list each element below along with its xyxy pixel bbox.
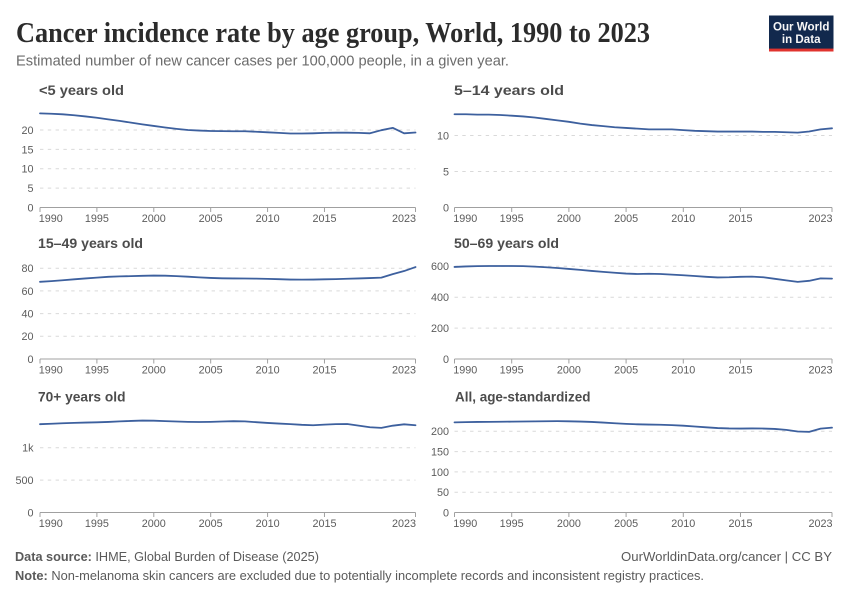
svg-text:2010: 2010 [671,213,695,225]
svg-text:1990: 1990 [39,213,63,225]
svg-text:0: 0 [27,354,33,366]
svg-text:2023: 2023 [808,213,832,225]
svg-text:15: 15 [21,144,33,156]
svg-text:600: 600 [431,261,449,273]
svg-text:2010: 2010 [256,518,280,530]
svg-text:Note: Non-melanoma skin cancer: Note: Non-melanoma skin cancers are excl… [15,569,704,583]
svg-text:2000: 2000 [557,364,581,376]
svg-text:5: 5 [443,166,449,178]
svg-text:1990: 1990 [453,364,477,376]
svg-text:2005: 2005 [614,364,638,376]
svg-text:0: 0 [27,202,33,214]
svg-text:2015: 2015 [728,364,752,376]
svg-text:15–49 years old: 15–49 years old [38,235,143,251]
svg-text:2010: 2010 [671,518,695,530]
svg-text:1990: 1990 [453,213,477,225]
svg-text:2015: 2015 [312,213,336,225]
svg-text:<5 years old: <5 years old [39,82,124,98]
svg-text:2010: 2010 [256,364,280,376]
svg-text:2000: 2000 [557,518,581,530]
svg-text:Estimated number of new cancer: Estimated number of new cancer cases per… [16,53,509,70]
svg-text:1k: 1k [22,443,34,455]
svg-text:2005: 2005 [199,518,223,530]
svg-text:1995: 1995 [85,364,109,376]
svg-text:0: 0 [443,202,449,214]
svg-text:1995: 1995 [85,518,109,530]
svg-text:2005: 2005 [614,518,638,530]
svg-text:2015: 2015 [728,518,752,530]
svg-text:10: 10 [437,130,449,142]
svg-text:1990: 1990 [39,364,63,376]
svg-text:2005: 2005 [614,213,638,225]
svg-text:50: 50 [437,487,449,499]
svg-text:2000: 2000 [142,364,166,376]
svg-text:All, age-standardized: All, age-standardized [455,388,591,404]
svg-text:20: 20 [21,331,33,343]
svg-text:50–69 years old: 50–69 years old [454,235,559,251]
svg-text:0: 0 [443,354,449,366]
svg-text:0: 0 [443,507,449,519]
svg-text:200: 200 [431,323,449,335]
svg-text:1990: 1990 [39,518,63,530]
svg-text:2010: 2010 [256,213,280,225]
svg-text:0: 0 [27,507,33,519]
svg-text:5–14 years old: 5–14 years old [454,82,564,98]
svg-text:1995: 1995 [500,518,524,530]
svg-text:2015: 2015 [312,518,336,530]
svg-text:1995: 1995 [500,213,524,225]
svg-text:Cancer incidence rate by age g: Cancer incidence rate by age group, Worl… [16,18,650,49]
svg-text:2023: 2023 [392,364,416,376]
svg-text:70+ years old: 70+ years old [38,388,126,404]
svg-text:2023: 2023 [392,518,416,530]
svg-text:2023: 2023 [392,213,416,225]
svg-text:in Data: in Data [782,33,821,46]
svg-text:2010: 2010 [671,364,695,376]
svg-text:100: 100 [431,467,449,479]
svg-text:2000: 2000 [142,213,166,225]
svg-text:400: 400 [431,292,449,304]
svg-text:Our World: Our World [773,21,829,34]
svg-text:2023: 2023 [808,364,832,376]
svg-text:2000: 2000 [142,518,166,530]
svg-text:2005: 2005 [199,364,223,376]
svg-text:60: 60 [21,286,33,298]
svg-text:150: 150 [431,447,449,459]
svg-text:Data source: IHME, Global Burd: Data source: IHME, Global Burden of Dise… [15,550,319,564]
svg-text:2023: 2023 [808,518,832,530]
svg-text:10: 10 [21,164,33,176]
svg-text:80: 80 [21,263,33,275]
svg-text:1995: 1995 [500,364,524,376]
svg-text:2005: 2005 [199,213,223,225]
svg-text:OurWorldinData.org/cancer | CC: OurWorldinData.org/cancer | CC BY [621,550,833,564]
svg-text:2015: 2015 [312,364,336,376]
svg-text:200: 200 [431,426,449,438]
svg-text:5: 5 [27,183,33,195]
svg-text:20: 20 [21,125,33,137]
svg-text:1990: 1990 [453,518,477,530]
svg-text:1995: 1995 [85,213,109,225]
svg-text:2000: 2000 [557,213,581,225]
svg-text:40: 40 [21,309,33,321]
svg-text:2015: 2015 [728,213,752,225]
svg-text:500: 500 [15,475,33,487]
